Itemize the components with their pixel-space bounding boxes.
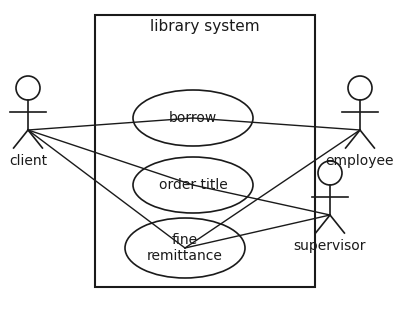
Text: library system: library system	[150, 20, 260, 34]
Text: borrow: borrow	[169, 111, 217, 125]
Text: order title: order title	[159, 178, 228, 192]
Bar	[95, 15, 315, 287]
Text: client: client	[9, 154, 47, 168]
Text: fine
remittance: fine remittance	[147, 233, 223, 263]
Text: supervisor: supervisor	[294, 239, 366, 253]
Text: employee: employee	[326, 154, 393, 168]
